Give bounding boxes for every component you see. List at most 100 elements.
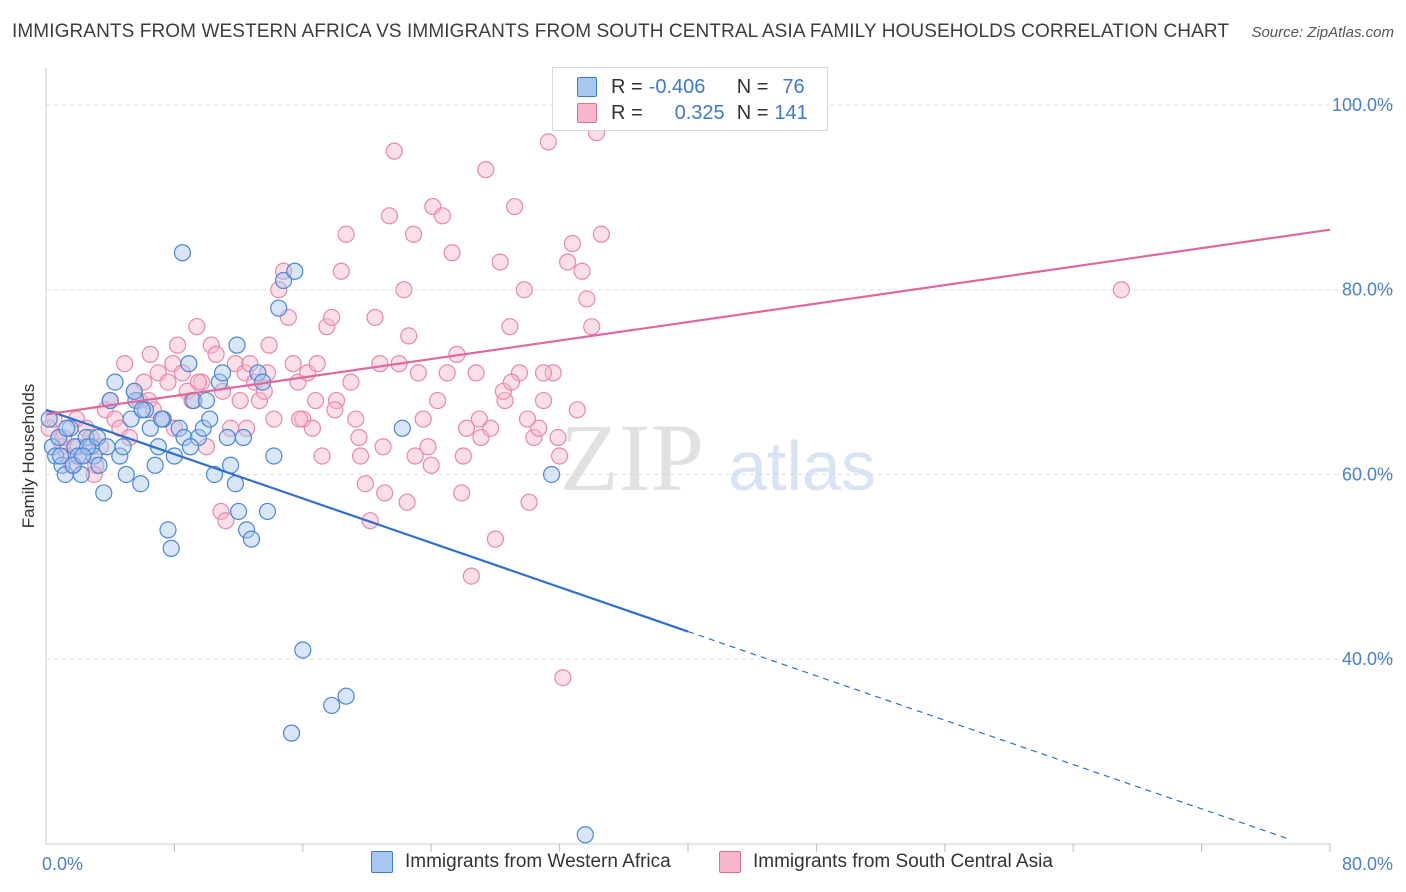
data-point-western-africa [323,696,341,715]
series-legend-label: Immigrants from South Central Asia [753,851,1053,872]
data-point-western-africa [282,724,301,742]
data-point-western-africa [106,373,124,391]
data-point-south-central-asia [467,364,485,382]
series-western-africa [40,244,594,844]
data-point-south-central-asia [414,410,432,428]
data-point-western-africa [218,428,236,447]
data-point-south-central-asia [544,364,562,382]
legend-swatch-blue [577,77,597,97]
data-point-western-africa [95,484,113,502]
data-point-south-central-asia [400,327,418,345]
data-point-south-central-asia [337,225,355,243]
data-point-south-central-asia [356,475,374,493]
data-point-western-africa [576,826,594,844]
legend-row-western-africa: R = -0.406 N = 76 [577,75,805,99]
data-point-south-central-asia [323,308,341,327]
data-point-western-africa [265,447,283,465]
data-point-western-africa [242,530,261,548]
y-axis-label: Family Households [19,384,38,529]
data-point-western-africa [175,428,193,447]
data-point-south-central-asia [202,336,220,354]
watermark-atlas: atlas [728,427,876,505]
data-point-western-africa [234,428,253,447]
data-point-western-africa [114,438,132,456]
data-point-western-africa [125,382,143,400]
data-point-south-central-asia [481,419,500,437]
data-point-south-central-asia [502,373,521,391]
y-tick-label: 40.0% [1342,649,1393,669]
data-point-western-africa [542,465,561,484]
data-point-south-central-asia [141,345,159,363]
data-point-south-central-asia [351,447,370,465]
data-point-western-africa [337,687,355,705]
data-point-south-central-asia [366,308,384,327]
chart-title: IMMIGRANTS FROM WESTERN AFRICA VS IMMIGR… [12,21,1230,42]
data-point-western-africa [294,641,312,659]
data-point-south-central-asia [419,438,437,456]
data-point-south-central-asia [173,364,192,382]
data-point-south-central-asia [395,281,413,299]
data-point-south-central-asia [91,438,110,456]
source-credit: Source: ZipAtlas.com [1251,24,1394,41]
data-point-south-central-asia [398,493,416,511]
data-point-south-central-asia [404,225,423,243]
data-point-western-africa [51,447,70,465]
watermark-zip: ZIP [560,404,704,511]
data-point-western-africa [111,447,129,465]
data-point-western-africa [180,355,198,373]
data-point-south-central-asia [250,391,269,410]
correlation-legend: R = -0.406 N = 76 R = 0.325 N = 141 [552,67,828,131]
trendline-western-africa-extension [687,630,1291,840]
data-point-south-central-asia [159,373,177,391]
series-legend: Immigrants from Western Africa Immigrant… [0,851,1406,879]
data-point-south-central-asia [188,318,206,336]
data-point-south-central-asia [563,234,582,253]
data-point-south-central-asia [491,253,509,271]
data-point-western-africa [286,262,304,280]
data-point-western-africa [58,419,76,437]
data-point-south-central-asia [433,207,452,225]
data-point-south-central-asia [578,290,596,308]
data-point-western-africa [141,419,159,437]
data-point-western-africa [181,438,200,456]
data-point-south-central-asia [550,447,569,465]
data-point-south-central-asia [55,428,73,447]
data-point-south-central-asia [290,410,309,428]
data-point-western-africa [249,364,267,382]
data-point-south-central-asia [409,364,427,382]
data-point-south-central-asia [207,345,225,363]
legend-n-value: 141 [774,101,808,124]
data-point-south-central-asia [573,262,591,280]
data-point-south-central-asia [350,428,368,447]
data-point-south-central-asia [303,419,322,437]
data-point-western-africa [270,299,288,317]
data-point-south-central-asia [347,410,365,428]
data-point-south-central-asia [453,484,471,502]
data-point-western-africa [228,336,246,354]
x-tick-label-max: 80.0% [1342,854,1393,874]
data-point-south-central-asia [332,262,350,280]
data-point-south-central-asia [189,373,208,391]
data-point-south-central-asia [260,336,278,354]
data-point-south-central-asia [477,161,495,179]
x-tick-label-min: 0.0% [42,854,83,874]
data-point-western-africa [152,410,171,428]
data-point-western-africa [47,447,65,465]
series-legend-south-central-asia[interactable]: Immigrants from South Central Asia [719,851,1053,873]
data-point-south-central-asia [258,364,277,382]
data-point-south-central-asia [530,419,548,437]
data-point-western-africa [393,419,411,437]
data-point-south-central-asia [592,225,610,243]
series-legend-western-africa[interactable]: Immigrants from Western Africa [371,851,671,873]
series-legend-label: Immigrants from Western Africa [405,851,671,872]
data-point-western-africa [90,456,108,474]
data-point-south-central-asia [318,318,336,336]
data-point-western-africa [201,410,219,428]
data-point-south-central-asia [1112,281,1130,299]
data-point-western-africa [162,539,180,557]
data-point-western-africa [146,456,164,474]
data-point-south-central-asia [549,428,567,447]
data-point-south-central-asia [342,373,360,391]
data-point-south-central-asia [308,355,326,373]
data-point-western-africa [98,438,116,456]
